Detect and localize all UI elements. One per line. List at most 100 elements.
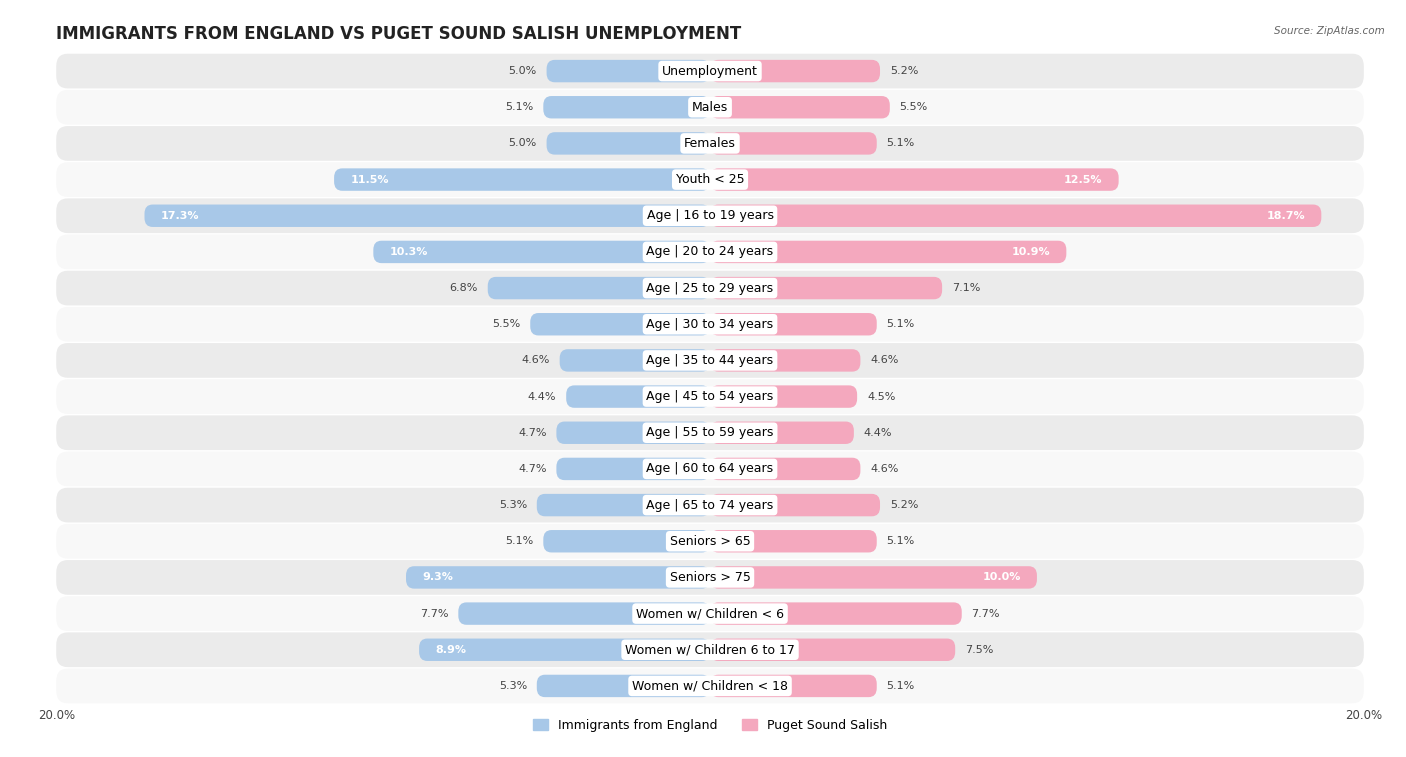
Text: 5.1%: 5.1% [505, 102, 533, 112]
FancyBboxPatch shape [547, 132, 710, 154]
Text: Women w/ Children < 18: Women w/ Children < 18 [633, 680, 787, 693]
FancyBboxPatch shape [56, 126, 1364, 160]
Text: Age | 55 to 59 years: Age | 55 to 59 years [647, 426, 773, 439]
FancyBboxPatch shape [710, 566, 1038, 589]
FancyBboxPatch shape [543, 96, 710, 118]
Text: Age | 30 to 34 years: Age | 30 to 34 years [647, 318, 773, 331]
Text: Seniors > 75: Seniors > 75 [669, 571, 751, 584]
FancyBboxPatch shape [56, 597, 1364, 631]
FancyBboxPatch shape [710, 241, 1066, 263]
Text: 5.5%: 5.5% [900, 102, 928, 112]
Text: 5.1%: 5.1% [887, 139, 915, 148]
Text: 9.3%: 9.3% [422, 572, 453, 582]
Text: Youth < 25: Youth < 25 [676, 173, 744, 186]
Text: 11.5%: 11.5% [350, 175, 389, 185]
Text: 5.5%: 5.5% [492, 319, 520, 329]
FancyBboxPatch shape [710, 639, 955, 661]
Text: Age | 45 to 54 years: Age | 45 to 54 years [647, 390, 773, 403]
Text: 5.2%: 5.2% [890, 66, 918, 76]
Text: 4.4%: 4.4% [527, 391, 557, 401]
FancyBboxPatch shape [567, 385, 710, 408]
FancyBboxPatch shape [56, 271, 1364, 305]
FancyBboxPatch shape [56, 632, 1364, 667]
Text: 4.6%: 4.6% [870, 464, 898, 474]
Text: 10.9%: 10.9% [1011, 247, 1050, 257]
Text: 7.7%: 7.7% [972, 609, 1000, 618]
FancyBboxPatch shape [710, 603, 962, 625]
Text: Females: Females [685, 137, 735, 150]
FancyBboxPatch shape [710, 349, 860, 372]
Text: Seniors > 65: Seniors > 65 [669, 534, 751, 548]
Text: 5.2%: 5.2% [890, 500, 918, 510]
FancyBboxPatch shape [406, 566, 710, 589]
Text: 7.5%: 7.5% [965, 645, 994, 655]
FancyBboxPatch shape [547, 60, 710, 83]
Legend: Immigrants from England, Puget Sound Salish: Immigrants from England, Puget Sound Sal… [527, 714, 893, 737]
Text: 10.0%: 10.0% [983, 572, 1021, 582]
Text: 4.6%: 4.6% [522, 356, 550, 366]
FancyBboxPatch shape [145, 204, 710, 227]
FancyBboxPatch shape [710, 530, 877, 553]
FancyBboxPatch shape [710, 674, 877, 697]
FancyBboxPatch shape [710, 96, 890, 118]
Text: 7.1%: 7.1% [952, 283, 980, 293]
Text: 4.5%: 4.5% [868, 391, 896, 401]
Text: Age | 65 to 74 years: Age | 65 to 74 years [647, 499, 773, 512]
Text: Age | 16 to 19 years: Age | 16 to 19 years [647, 209, 773, 223]
FancyBboxPatch shape [56, 343, 1364, 378]
FancyBboxPatch shape [710, 313, 877, 335]
FancyBboxPatch shape [56, 668, 1364, 703]
FancyBboxPatch shape [710, 458, 860, 480]
FancyBboxPatch shape [537, 674, 710, 697]
FancyBboxPatch shape [56, 379, 1364, 414]
Text: 10.3%: 10.3% [389, 247, 427, 257]
Text: 4.7%: 4.7% [517, 428, 547, 438]
FancyBboxPatch shape [537, 494, 710, 516]
Text: Age | 20 to 24 years: Age | 20 to 24 years [647, 245, 773, 258]
Text: 5.1%: 5.1% [887, 681, 915, 691]
FancyBboxPatch shape [710, 385, 858, 408]
Text: Source: ZipAtlas.com: Source: ZipAtlas.com [1274, 26, 1385, 36]
FancyBboxPatch shape [56, 198, 1364, 233]
FancyBboxPatch shape [56, 54, 1364, 89]
Text: 5.0%: 5.0% [509, 139, 537, 148]
Text: 5.1%: 5.1% [505, 536, 533, 547]
Text: 7.7%: 7.7% [420, 609, 449, 618]
FancyBboxPatch shape [557, 422, 710, 444]
Text: Women w/ Children 6 to 17: Women w/ Children 6 to 17 [626, 643, 794, 656]
FancyBboxPatch shape [488, 277, 710, 299]
FancyBboxPatch shape [335, 168, 710, 191]
FancyBboxPatch shape [710, 60, 880, 83]
FancyBboxPatch shape [56, 560, 1364, 595]
Text: IMMIGRANTS FROM ENGLAND VS PUGET SOUND SALISH UNEMPLOYMENT: IMMIGRANTS FROM ENGLAND VS PUGET SOUND S… [56, 25, 741, 43]
FancyBboxPatch shape [710, 204, 1322, 227]
FancyBboxPatch shape [56, 307, 1364, 341]
Text: Males: Males [692, 101, 728, 114]
FancyBboxPatch shape [458, 603, 710, 625]
Text: 17.3%: 17.3% [160, 210, 200, 221]
Text: 4.6%: 4.6% [870, 356, 898, 366]
FancyBboxPatch shape [56, 524, 1364, 559]
Text: 8.9%: 8.9% [436, 645, 467, 655]
FancyBboxPatch shape [374, 241, 710, 263]
FancyBboxPatch shape [56, 90, 1364, 125]
Text: 18.7%: 18.7% [1267, 210, 1305, 221]
FancyBboxPatch shape [530, 313, 710, 335]
Text: Age | 35 to 44 years: Age | 35 to 44 years [647, 354, 773, 367]
FancyBboxPatch shape [543, 530, 710, 553]
Text: 6.8%: 6.8% [450, 283, 478, 293]
Text: 5.0%: 5.0% [509, 66, 537, 76]
FancyBboxPatch shape [710, 277, 942, 299]
Text: 5.1%: 5.1% [887, 536, 915, 547]
Text: Unemployment: Unemployment [662, 64, 758, 77]
FancyBboxPatch shape [710, 494, 880, 516]
Text: 5.3%: 5.3% [499, 500, 527, 510]
Text: 5.1%: 5.1% [887, 319, 915, 329]
Text: 4.4%: 4.4% [863, 428, 893, 438]
Text: Age | 60 to 64 years: Age | 60 to 64 years [647, 463, 773, 475]
FancyBboxPatch shape [560, 349, 710, 372]
FancyBboxPatch shape [557, 458, 710, 480]
FancyBboxPatch shape [56, 452, 1364, 486]
FancyBboxPatch shape [710, 422, 853, 444]
FancyBboxPatch shape [56, 162, 1364, 197]
